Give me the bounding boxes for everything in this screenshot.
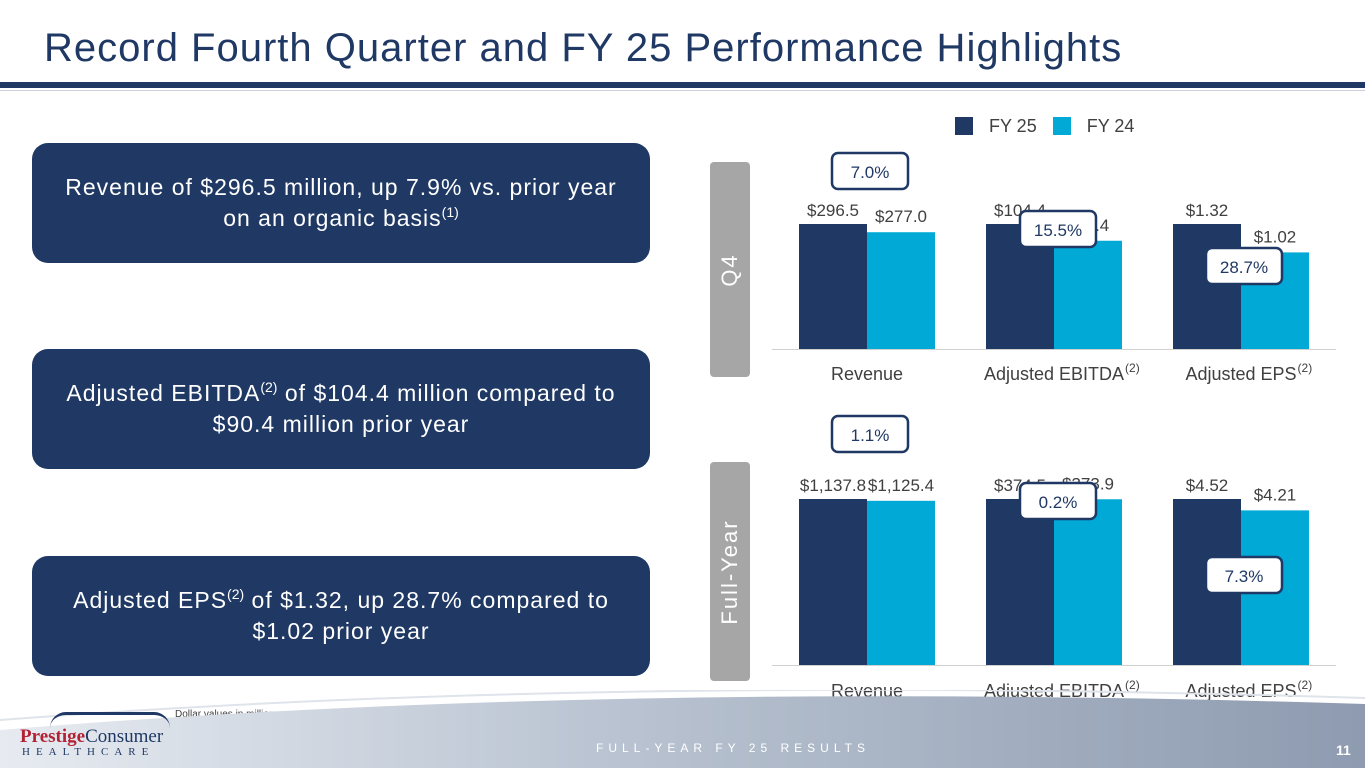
title-rule-thin: [0, 90, 1365, 91]
highlight-eps-pre: Adjusted EPS: [73, 587, 228, 613]
logo-healthcare: HEALTHCARE: [22, 746, 155, 758]
highlight-ebitda: Adjusted EBITDA(2) of $104.4 million com…: [32, 349, 650, 469]
fy-category-revenue: Revenue: [831, 681, 903, 701]
logo-arc: [50, 712, 170, 728]
highlight-ebitda-post: of $104.4 million compared to $90.4 mill…: [212, 380, 616, 437]
q4-growth-adjusted-eps: 28.7%: [1220, 258, 1268, 277]
logo-word-consumer: Consumer: [85, 726, 164, 747]
chart-legend: FY 25 FY 24: [955, 115, 1150, 137]
fy-label-fy24-adjusted-eps: $4.21: [1254, 485, 1297, 504]
q4-category-revenue: Revenue: [831, 364, 903, 384]
q4-bar-fy24-revenue: [867, 232, 935, 349]
logo-word-prestige: Prestige: [20, 726, 86, 747]
highlight-eps-sup: (2): [227, 586, 245, 602]
fy-growth-box-revenue: [830, 414, 910, 454]
fy-category-sup-adjusted-ebitda: (2): [1125, 678, 1140, 692]
fy-bar-fy25-adjusted-ebitda: [986, 499, 1054, 665]
highlight-eps-post: of $1.32, up 28.7% compared to $1.02 pri…: [244, 587, 609, 644]
highlight-revenue-text: Revenue of $296.5 million, up 7.9% vs. p…: [65, 174, 617, 231]
fy-label-fy24-revenue: $1,125.4: [868, 476, 934, 495]
fy-growth-revenue: 1.1%: [851, 426, 890, 445]
company-logo: PrestigeConsumer HEALTHCARE: [20, 712, 170, 760]
fy-bar-fy24-revenue: [867, 500, 935, 665]
page-title: Record Fourth Quarter and FY 25 Performa…: [44, 26, 1123, 70]
q4-label-fy24-revenue: $277.0: [875, 207, 927, 226]
highlight-ebitda-sup: (2): [260, 379, 278, 395]
fy-label-fy25-adjusted-eps: $4.52: [1186, 476, 1229, 495]
q4-category-adjusted-eps: Adjusted EPS: [1185, 364, 1296, 384]
q4-label-fy24-adjusted-eps: $1.02: [1254, 227, 1297, 246]
title-rule: [0, 82, 1365, 88]
fy-bar-fy25-revenue: [799, 499, 867, 665]
q4-growth-box-adjusted-eps: [1204, 246, 1284, 286]
fy-category-sup-adjusted-eps: (2): [1298, 678, 1313, 692]
legend-item-fy25: FY 25: [955, 116, 1037, 137]
q4-growth-box-adjusted-ebitda: [1018, 209, 1098, 249]
fy-growth-box-adjusted-eps: [1204, 555, 1284, 595]
legend-label-fy25: FY 25: [989, 115, 1037, 136]
footer-text: FULL-YEAR FY 25 RESULTS: [596, 741, 870, 755]
q4-label-fy25-adjusted-eps: $1.32: [1186, 201, 1229, 220]
q4-label-fy25-revenue: $296.5: [807, 201, 859, 220]
fy-bar-fy24-adjusted-ebitda: [1054, 499, 1122, 665]
panel-tab-q4: Q4: [710, 162, 750, 377]
fy-growth-box-adjusted-ebitda: [1018, 481, 1098, 521]
q4-bar-fy25-revenue: [799, 224, 867, 349]
q4-growth-box-revenue: [830, 151, 910, 191]
highlight-eps: Adjusted EPS(2) of $1.32, up 28.7% compa…: [32, 556, 650, 676]
highlight-revenue: Revenue of $296.5 million, up 7.9% vs. p…: [32, 143, 650, 263]
legend-label-fy24: FY 24: [1086, 115, 1135, 136]
q4-growth-revenue: 7.0%: [851, 163, 890, 182]
fy-growth-adjusted-ebitda: 0.2%: [1039, 493, 1078, 512]
highlight-revenue-sup: (1): [441, 204, 459, 220]
fy-growth-adjusted-eps: 7.3%: [1225, 567, 1264, 586]
q4-category-sup-adjusted-eps: (2): [1298, 361, 1313, 375]
fy-label-fy25-revenue: $1,137.8: [800, 476, 866, 495]
highlight-ebitda-pre: Adjusted EBITDA: [66, 380, 261, 406]
q4-bar-fy25-adjusted-eps: [1173, 224, 1241, 349]
q4-category-adjusted-ebitda: Adjusted EBITDA: [984, 364, 1124, 384]
legend-item-fy24: FY 24: [1052, 115, 1135, 137]
page-number: 11: [1336, 742, 1351, 758]
legend-swatch-fy25: [955, 117, 973, 135]
q4-category-sup-adjusted-ebitda: (2): [1125, 361, 1140, 375]
legend-swatch-fy24: [1052, 117, 1071, 135]
footer-band: [0, 690, 1365, 768]
q4-growth-adjusted-ebitda: 15.5%: [1034, 221, 1082, 240]
q4-bar-fy24-adjusted-ebitda: [1054, 240, 1122, 349]
panel-tab-full-year: Full-Year: [710, 462, 750, 681]
